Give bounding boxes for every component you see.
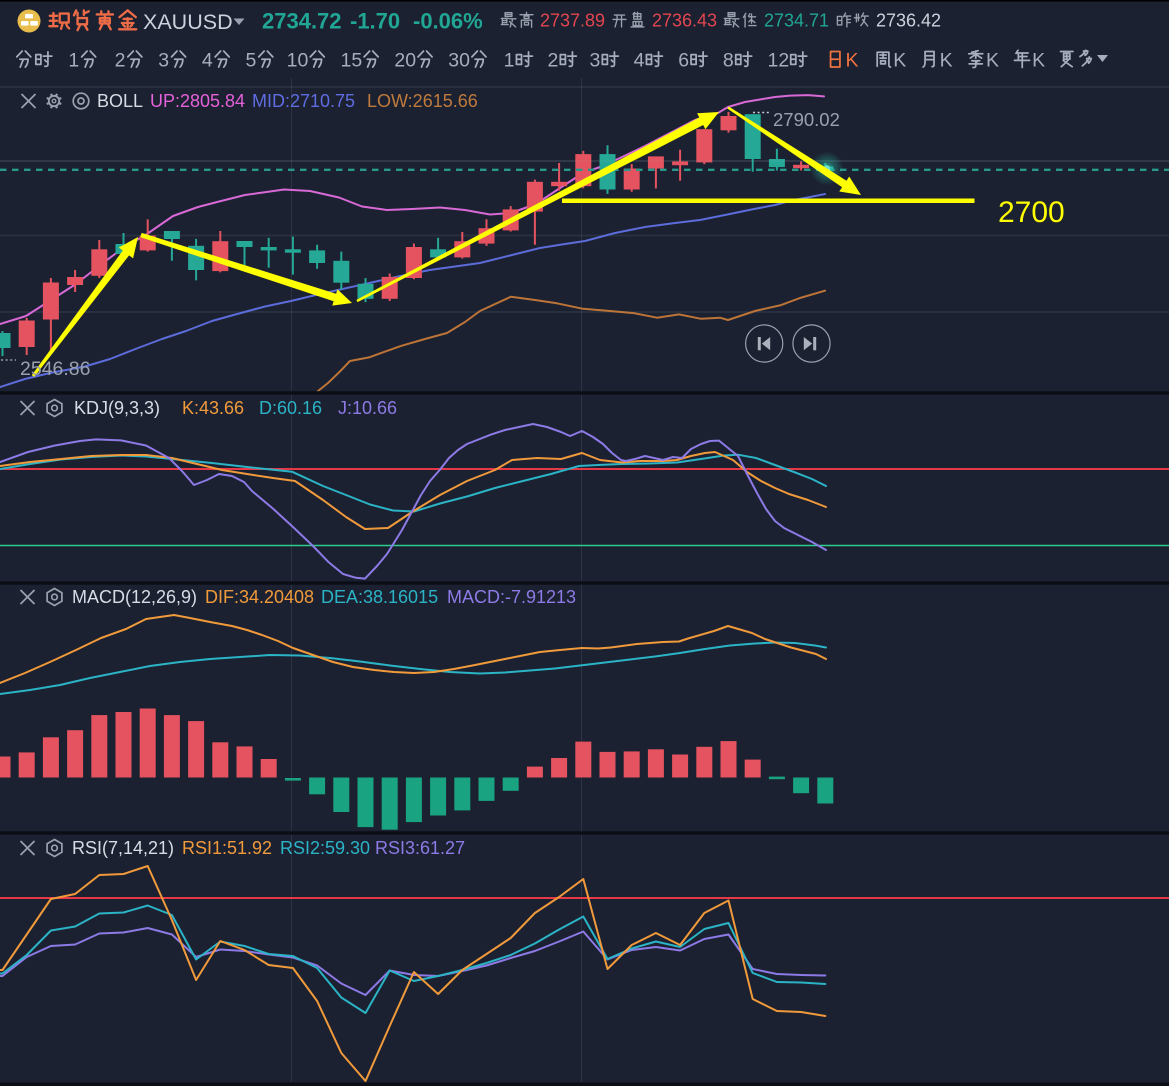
- svg-text:1: 1: [68, 50, 79, 72]
- svg-text:BOLL: BOLL: [97, 91, 143, 111]
- svg-text:KDJ(9,3,3): KDJ(9,3,3): [74, 398, 160, 418]
- svg-text:MID:2710.75: MID:2710.75: [252, 91, 355, 111]
- svg-text:2700: 2700: [998, 196, 1065, 229]
- svg-text:2790.02: 2790.02: [773, 109, 840, 130]
- svg-text:2737.89: 2737.89: [540, 11, 605, 31]
- svg-text:RSI3:61.27: RSI3:61.27: [375, 838, 465, 858]
- svg-text:30: 30: [448, 50, 470, 72]
- svg-text:2: 2: [115, 50, 126, 72]
- svg-text:MACD:-7.91213: MACD:-7.91213: [447, 587, 576, 607]
- svg-text:4: 4: [634, 50, 645, 72]
- svg-text:K: K: [846, 50, 859, 72]
- svg-text:4: 4: [202, 50, 213, 72]
- svg-text:LOW:2615.66: LOW:2615.66: [367, 91, 478, 111]
- svg-text:XAUUSD: XAUUSD: [143, 10, 233, 34]
- svg-text:RSI1:51.92: RSI1:51.92: [182, 838, 272, 858]
- svg-text:D:60.16: D:60.16: [259, 398, 322, 418]
- svg-text:K:43.66: K:43.66: [182, 398, 244, 418]
- svg-text:2734.72: 2734.72: [262, 9, 342, 34]
- svg-text:DIF:34.20408: DIF:34.20408: [205, 587, 314, 607]
- svg-text:RSI2:59.30: RSI2:59.30: [280, 838, 370, 858]
- svg-text:2736.42: 2736.42: [876, 11, 941, 31]
- svg-text:-0.06%: -0.06%: [413, 9, 483, 34]
- svg-text:5: 5: [246, 50, 257, 72]
- svg-text:K: K: [1032, 50, 1045, 72]
- svg-text:UP:2805.84: UP:2805.84: [150, 91, 245, 111]
- svg-text:MACD(12,26,9): MACD(12,26,9): [72, 587, 197, 607]
- svg-text:10: 10: [287, 50, 309, 72]
- svg-text:K: K: [893, 50, 906, 72]
- svg-text:15: 15: [341, 50, 363, 72]
- svg-text:3: 3: [590, 50, 601, 72]
- svg-text:1: 1: [504, 50, 515, 72]
- svg-text:J:10.66: J:10.66: [338, 398, 397, 418]
- svg-text:20: 20: [394, 50, 416, 72]
- svg-text:2: 2: [548, 50, 559, 72]
- svg-text:12: 12: [768, 50, 790, 72]
- svg-text:K: K: [986, 50, 999, 72]
- svg-text:2736.43: 2736.43: [652, 11, 717, 31]
- svg-text:DEA:38.16015: DEA:38.16015: [321, 587, 438, 607]
- svg-text:2734.71: 2734.71: [764, 11, 829, 31]
- svg-text:-1.70: -1.70: [350, 9, 400, 34]
- svg-text:3: 3: [158, 50, 169, 72]
- svg-text:2546.86: 2546.86: [20, 358, 91, 380]
- svg-text:K: K: [940, 50, 953, 72]
- svg-text:6: 6: [678, 50, 689, 72]
- svg-text:8: 8: [723, 50, 734, 72]
- svg-text:RSI(7,14,21): RSI(7,14,21): [72, 838, 174, 858]
